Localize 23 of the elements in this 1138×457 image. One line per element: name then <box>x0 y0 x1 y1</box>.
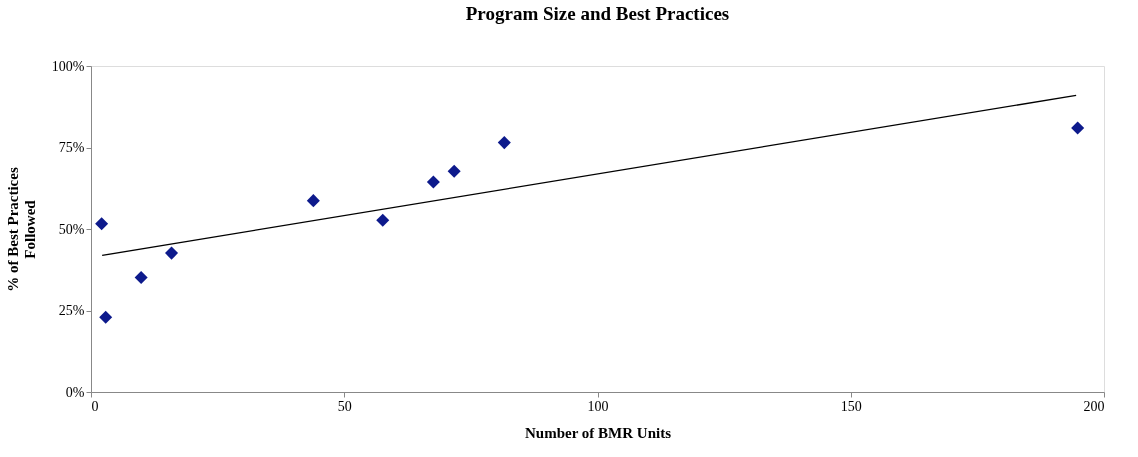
point <box>447 164 461 178</box>
y-tick-label: 25% <box>58 303 85 318</box>
point <box>376 213 390 227</box>
x-tick-label: 0 <box>91 398 99 414</box>
y-tick-label: 100% <box>51 58 85 74</box>
y-tick-label: 0% <box>65 384 85 400</box>
y-tick-label: 75% <box>58 140 85 155</box>
point <box>134 271 148 285</box>
point <box>497 136 511 150</box>
x-tick-label: 200 <box>1083 398 1105 414</box>
x-tick-label: 150 <box>840 398 862 414</box>
point <box>1071 121 1085 135</box>
x-tick-label: 50 <box>337 398 352 414</box>
point <box>165 246 179 260</box>
point <box>95 217 109 231</box>
y-axis-title: % of Best Practices Followed <box>4 167 38 292</box>
y-tick-label: 50% <box>58 221 85 237</box>
point <box>426 175 440 189</box>
point <box>99 310 113 324</box>
x-axis-title: Number of BMR Units <box>525 424 672 441</box>
chart-title: Program Size and Best Practices <box>465 3 730 24</box>
point <box>306 194 320 208</box>
x-tick-label: 100 <box>587 398 609 414</box>
